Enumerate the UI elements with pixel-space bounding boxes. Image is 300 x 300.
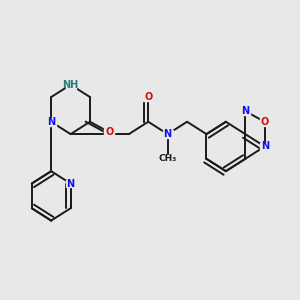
Bar <box>163 130 172 138</box>
Bar <box>143 93 153 101</box>
Text: O: O <box>261 117 269 127</box>
Bar <box>163 155 172 163</box>
Bar <box>46 118 56 126</box>
Text: N: N <box>67 178 75 188</box>
Text: N: N <box>261 142 269 152</box>
Bar <box>104 128 114 136</box>
Text: N: N <box>164 129 172 139</box>
Text: N: N <box>241 106 249 116</box>
Text: O: O <box>144 92 152 102</box>
Text: O: O <box>105 128 113 137</box>
Text: N: N <box>47 117 55 127</box>
Text: NH: NH <box>62 80 79 90</box>
Bar <box>66 81 76 88</box>
Bar <box>260 118 270 126</box>
Bar <box>260 142 270 150</box>
Bar <box>240 107 250 115</box>
Bar <box>66 180 76 188</box>
Text: CH₃: CH₃ <box>158 154 177 163</box>
